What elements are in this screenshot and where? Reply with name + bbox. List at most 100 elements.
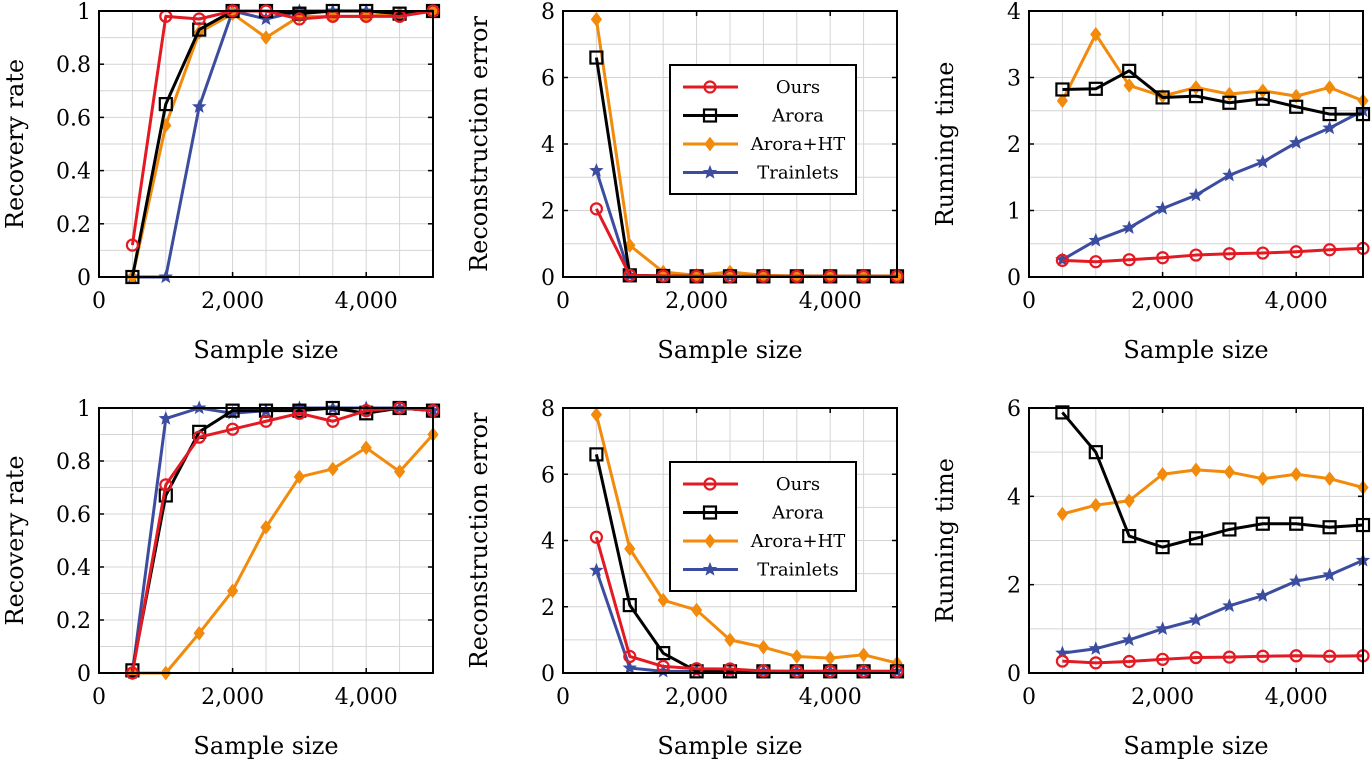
y-axis-label: Reconstruction error bbox=[465, 16, 493, 272]
data-point-arora-ht bbox=[657, 592, 669, 608]
y-tick-label: 3 bbox=[1007, 67, 1021, 92]
y-axis-label: Recovery rate bbox=[1, 59, 29, 229]
series-line-ours bbox=[595, 208, 897, 278]
legend-marker-ours bbox=[703, 80, 717, 94]
data-point-ours bbox=[1222, 650, 1237, 664]
y-tick-label: 0 bbox=[1007, 662, 1021, 687]
series-line-arora bbox=[130, 406, 434, 671]
data-point-trainlets bbox=[589, 162, 604, 177]
data-point-ours bbox=[1222, 247, 1237, 261]
data-point-ours bbox=[623, 268, 637, 282]
legend: Ours Arora Arora+HT Trainlets bbox=[669, 461, 857, 592]
data-point-ours bbox=[1122, 253, 1136, 267]
data-point-arora-ht bbox=[1090, 26, 1102, 42]
x-tick-label: 2,000 bbox=[1131, 289, 1194, 314]
data-point-arora-ht bbox=[193, 625, 205, 641]
data-point-ours bbox=[359, 404, 373, 418]
y-tick-label: 6 bbox=[541, 463, 555, 488]
series-line-ours bbox=[1062, 246, 1364, 264]
series-line-trainlets bbox=[1061, 109, 1364, 262]
x-tick-label: 0 bbox=[556, 685, 570, 710]
y-axis-label: Running time bbox=[931, 62, 959, 227]
series-line-arora bbox=[1062, 69, 1363, 116]
series-line-trainlets bbox=[1062, 559, 1364, 655]
data-point-arora-ht bbox=[590, 407, 603, 422]
data-point-arora-ht bbox=[260, 519, 272, 535]
chart-panel-1: 0 2,000 4,000 0 0.2 0.4 0.6 0.8 1 Sample size Reco… bbox=[1, 0, 441, 364]
data-point-ours bbox=[1189, 248, 1203, 262]
data-point-trainlets bbox=[1155, 621, 1170, 635]
data-point-arora bbox=[1322, 520, 1337, 535]
data-point-ours bbox=[589, 530, 604, 544]
data-point-arora bbox=[1255, 516, 1270, 531]
plot-frame bbox=[562, 407, 898, 674]
series-line-ours bbox=[1062, 654, 1364, 665]
x-axis-label: Sample size bbox=[1123, 336, 1268, 364]
series-line-arora-ht bbox=[1062, 468, 1364, 516]
plot-frame bbox=[98, 407, 434, 674]
data-point-trainlets bbox=[158, 410, 174, 425]
data-point-ours bbox=[723, 662, 737, 676]
data-point-arora-ht bbox=[1290, 466, 1302, 482]
data-point-arora bbox=[225, 403, 240, 418]
series-line-ours bbox=[130, 406, 434, 674]
x-axis-label: Sample size bbox=[193, 336, 338, 364]
data-point-trainlets bbox=[1088, 641, 1104, 655]
x-tick-label: 2,000 bbox=[1131, 685, 1194, 710]
data-point-arora-ht bbox=[590, 11, 603, 27]
y-tick-label: 4 bbox=[541, 133, 555, 158]
x-tick-label: 0 bbox=[92, 685, 106, 710]
data-point-ours bbox=[1189, 650, 1203, 665]
data-point-trainlets bbox=[1322, 120, 1337, 135]
y-tick-label: 8 bbox=[541, 397, 555, 422]
legend-marker-trainlets bbox=[702, 561, 718, 576]
data-point-arora-ht bbox=[757, 639, 770, 655]
data-point-arora-ht bbox=[1290, 88, 1302, 104]
chart-panel-6: 0 2,000 4,000 0 2 4 6 Sample size Running time bbox=[931, 397, 1371, 760]
legend-label-arora-ht: Arora+HT bbox=[750, 531, 846, 552]
data-point-trainlets bbox=[1222, 167, 1237, 182]
data-point-trainlets bbox=[1322, 567, 1337, 582]
y-axis-label: Running time bbox=[931, 458, 959, 623]
y-tick-label: 8 bbox=[541, 0, 555, 25]
data-point-trainlets bbox=[1088, 232, 1104, 247]
y-tick-label: 0.2 bbox=[56, 213, 91, 238]
data-point-arora-ht bbox=[1257, 471, 1269, 486]
data-point-ours bbox=[856, 664, 871, 678]
legend-marker-trainlets bbox=[702, 164, 718, 179]
data-point-arora bbox=[1055, 82, 1070, 97]
data-point-ours bbox=[756, 664, 771, 678]
y-tick-label: 0 bbox=[77, 266, 91, 291]
y-tick-label: 4 bbox=[1007, 0, 1021, 25]
data-point-arora-ht bbox=[1323, 80, 1336, 95]
x-tick-label: 4,000 bbox=[335, 685, 398, 710]
y-axis-label: Recovery rate bbox=[1, 455, 29, 625]
data-point-trainlets bbox=[191, 99, 207, 113]
data-point-ours bbox=[226, 422, 240, 436]
y-tick-label: 0.2 bbox=[56, 609, 91, 634]
data-point-ours bbox=[1155, 652, 1170, 666]
data-point-arora bbox=[1088, 81, 1103, 96]
data-point-ours bbox=[192, 12, 206, 26]
data-point-ours bbox=[1055, 654, 1070, 668]
data-point-ours bbox=[1155, 251, 1170, 265]
data-point-ours bbox=[790, 664, 804, 678]
y-tick-label: 1 bbox=[77, 0, 91, 25]
chart-panel-4: 0 2,000 4,000 0 0.2 0.4 0.6 0.8 1 Sample size Reco… bbox=[1, 397, 441, 760]
x-tick-label: 2,000 bbox=[665, 289, 728, 314]
x-tick-label: 0 bbox=[92, 289, 106, 314]
y-tick-label: 6 bbox=[1007, 397, 1021, 422]
data-point-arora bbox=[1188, 531, 1204, 546]
legend-label-ours: Ours bbox=[776, 474, 820, 495]
legend-marker-arora-ht bbox=[704, 136, 716, 152]
data-point-arora-ht bbox=[360, 440, 372, 456]
data-point-arora-ht bbox=[1223, 464, 1236, 480]
data-point-ours bbox=[1289, 245, 1303, 259]
y-tick-label: 4 bbox=[541, 530, 555, 555]
x-tick-label: 4,000 bbox=[335, 289, 398, 314]
data-point-arora-ht bbox=[1090, 497, 1102, 513]
y-tick-label: 0.4 bbox=[56, 556, 91, 581]
series-line-arora bbox=[130, 9, 434, 278]
data-point-arora-ht bbox=[624, 238, 636, 253]
data-point-ours bbox=[1089, 255, 1103, 269]
